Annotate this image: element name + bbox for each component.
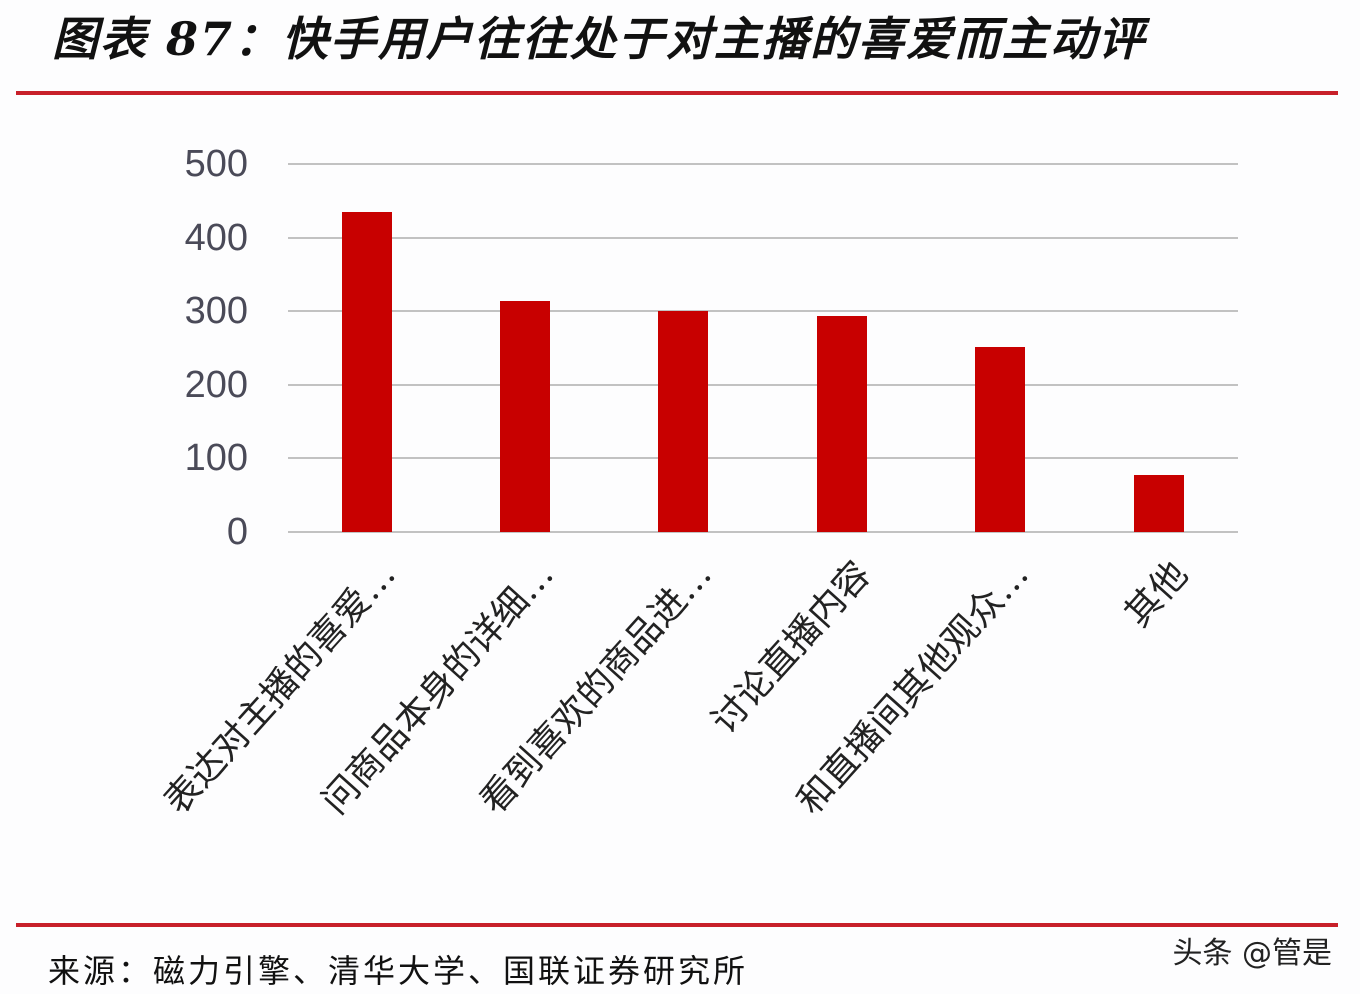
gridline	[288, 457, 1238, 460]
y-tick-label: 300	[184, 290, 248, 333]
bar	[1134, 474, 1184, 532]
y-tick-label: 400	[184, 216, 248, 259]
bar	[658, 311, 708, 532]
title-divider	[16, 91, 1338, 95]
y-tick-label: 100	[184, 437, 248, 480]
x-tick-label: 其他	[1117, 553, 1196, 635]
y-tick-label: 200	[184, 363, 248, 406]
y-tick-label: 500	[184, 143, 248, 185]
bar	[500, 300, 550, 532]
figure-title: 图表 87：快手用户往往处于对主播的喜爱而主动评	[52, 12, 1147, 66]
watermark: 头条 @管是	[1172, 936, 1332, 971]
gridline	[288, 531, 1238, 533]
x-tick-label: 讨论直播内容	[703, 553, 879, 742]
bar-chart: 0 100 200 300 400 500 表达对主播的喜爱… 问商品本身的详细… 看到喜欢的商…	[157, 143, 1238, 822]
gridline	[288, 236, 1238, 239]
source-note: 来源：磁力引擎、清华大学、国联证券研究所	[48, 952, 749, 990]
bar	[817, 316, 867, 532]
gridline	[288, 310, 1238, 313]
bar	[342, 211, 392, 532]
bar	[975, 347, 1025, 532]
footer-divider	[16, 923, 1338, 927]
y-tick-label: 0	[226, 511, 248, 553]
gridline	[288, 383, 1238, 386]
gridline	[288, 163, 1238, 165]
